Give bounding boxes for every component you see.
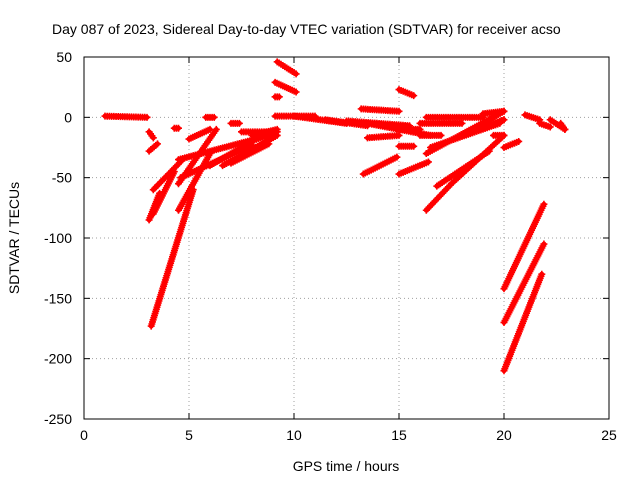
data-point bbox=[273, 125, 281, 133]
data-point bbox=[275, 93, 283, 101]
x-tick-label: 20 bbox=[496, 427, 512, 443]
data-segment-19 bbox=[227, 119, 243, 127]
x-tick-label: 25 bbox=[601, 427, 617, 443]
data-point bbox=[149, 134, 157, 142]
data-segment-38 bbox=[422, 113, 487, 121]
data-segment-3 bbox=[145, 140, 161, 155]
data-segment-2 bbox=[145, 128, 157, 142]
data-segment-39 bbox=[416, 119, 466, 127]
data-segment-37 bbox=[416, 131, 445, 139]
data-segment-5 bbox=[147, 186, 197, 330]
data-point bbox=[540, 240, 548, 248]
data-point bbox=[538, 270, 546, 278]
data-segment-48 bbox=[490, 131, 508, 139]
y-tick-label: -50 bbox=[52, 170, 72, 186]
data-segment-32 bbox=[359, 153, 401, 178]
data-point bbox=[265, 140, 273, 148]
y-tick-label: -200 bbox=[44, 351, 72, 367]
data-segment-49 bbox=[500, 137, 523, 151]
data-segment-21 bbox=[248, 125, 281, 139]
data-segment-8 bbox=[170, 124, 182, 132]
data-point bbox=[500, 116, 508, 124]
data-segment-56 bbox=[557, 119, 569, 133]
data-segment-54 bbox=[536, 119, 554, 131]
data-segment-33 bbox=[395, 86, 418, 100]
data-segment-24 bbox=[271, 93, 283, 101]
chart-title: Day 087 of 2023, Sidereal Day-to-day VTE… bbox=[52, 21, 561, 37]
data-point bbox=[292, 88, 300, 96]
data-point bbox=[154, 140, 161, 148]
data-point bbox=[395, 131, 403, 139]
data-point bbox=[210, 113, 218, 121]
data-point bbox=[424, 158, 432, 166]
x-tick-label: 5 bbox=[185, 427, 193, 443]
y-axis-title: SDTVAR / TECUs bbox=[6, 182, 22, 294]
y-tick-label: 50 bbox=[56, 49, 72, 65]
x-tick-label: 15 bbox=[391, 427, 407, 443]
data-segment-1 bbox=[101, 112, 151, 121]
data-segment-31 bbox=[364, 131, 403, 142]
data-segment-42 bbox=[422, 180, 455, 214]
x-tick-label: 0 bbox=[80, 427, 88, 443]
data-segment-47 bbox=[479, 107, 508, 118]
data-point bbox=[515, 137, 523, 145]
data-point bbox=[437, 131, 445, 139]
data-point bbox=[540, 200, 548, 208]
data-segment-35 bbox=[395, 142, 418, 150]
data-segment-52 bbox=[500, 270, 546, 375]
data-point bbox=[500, 131, 508, 139]
data-segment-53 bbox=[521, 111, 544, 124]
data-segment-30 bbox=[357, 105, 403, 115]
data-segment-36 bbox=[395, 158, 432, 178]
y-tick-label: -150 bbox=[44, 290, 72, 306]
y-tick-label: 0 bbox=[64, 109, 72, 125]
axis-ticks: 0 5 10 15 20 25 50 0 -50 -100 -150 -200 -250 bbox=[44, 49, 617, 443]
data-point bbox=[416, 125, 424, 133]
data-point bbox=[561, 125, 569, 133]
data-point bbox=[206, 125, 214, 133]
data-segment-17 bbox=[227, 140, 273, 167]
data-point bbox=[500, 107, 508, 115]
data-segment-22 bbox=[273, 58, 300, 78]
data-segment-23 bbox=[271, 78, 300, 96]
data-point bbox=[410, 92, 418, 100]
data-point bbox=[212, 125, 220, 133]
data-point bbox=[546, 123, 554, 131]
data-marks bbox=[101, 58, 569, 375]
data-segment-6 bbox=[149, 168, 178, 218]
x-tick-label: 10 bbox=[286, 427, 302, 443]
data-segment-50 bbox=[500, 200, 548, 293]
data-point bbox=[175, 124, 182, 132]
data-point bbox=[393, 153, 401, 161]
data-point bbox=[235, 119, 243, 127]
data-point bbox=[410, 142, 418, 150]
x-axis-title: GPS time / hours bbox=[293, 458, 400, 474]
data-segment-51 bbox=[500, 240, 548, 326]
data-segment-13 bbox=[185, 125, 214, 143]
y-tick-label: -250 bbox=[44, 411, 72, 427]
data-segment-44 bbox=[448, 131, 508, 188]
data-point bbox=[143, 113, 151, 121]
data-segment-46 bbox=[479, 116, 508, 131]
data-point bbox=[292, 70, 300, 78]
data-segment-34 bbox=[393, 125, 424, 133]
data-point bbox=[458, 119, 466, 127]
data-segment-14 bbox=[202, 113, 218, 121]
data-segment-15 bbox=[206, 144, 245, 170]
data-point bbox=[395, 107, 403, 115]
y-tick-label: -100 bbox=[44, 230, 72, 246]
